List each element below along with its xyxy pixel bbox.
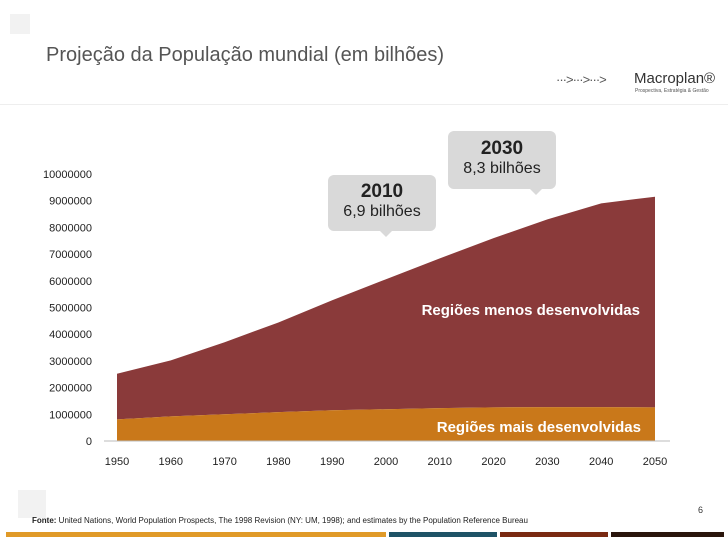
y-tick-label: 2000000 (49, 383, 92, 395)
footer-bar (6, 532, 386, 537)
macroplan-logo: ···>···>···> Macroplan® Prospectiva, Est… (556, 70, 716, 100)
x-tick-label: 2050 (643, 456, 667, 468)
y-tick-label: 0 (86, 436, 92, 448)
source-text: United Nations, World Population Prospec… (56, 516, 528, 525)
x-tick-label: 2010 (428, 456, 452, 468)
y-tick-label: 6000000 (49, 276, 92, 288)
x-tick-label: 2040 (589, 456, 613, 468)
series-label-less-developed: Regiões menos desenvolvidas (422, 302, 640, 319)
y-tick-label: 8000000 (49, 222, 92, 234)
y-tick-label: 3000000 (49, 356, 92, 368)
area-more-developed (117, 407, 655, 441)
y-tick-label: 9000000 (49, 196, 92, 208)
area-less-developed (117, 196, 655, 420)
logo-name: Macroplan® (634, 70, 716, 87)
logo-tagline: Prospectiva, Estratégia & Gestão (635, 88, 709, 94)
footer-bar (611, 532, 724, 537)
y-tick-label: 10000000 (43, 169, 92, 181)
source-label: Fonte: (32, 516, 57, 525)
page-title: Projeção da População mundial (em bilhõe… (46, 44, 445, 66)
footer-bar (500, 532, 608, 537)
y-tick-label: 7000000 (49, 249, 92, 261)
decor-square (18, 490, 46, 518)
y-tick-label: 1000000 (49, 409, 92, 421)
series-label-more-developed: Regiões mais desenvolvidas (437, 419, 641, 436)
callout-year: 2010 (360, 181, 404, 202)
page-number: 6 (698, 505, 704, 515)
x-tick-label: 1950 (105, 456, 129, 468)
x-tick-label: 2030 (535, 456, 559, 468)
decor-square (10, 14, 30, 34)
logo-arrows-icon: ···>···>···> (556, 72, 607, 87)
y-tick-label: 4000000 (49, 329, 92, 341)
x-tick-label: 1960 (159, 456, 183, 468)
source-note: Fonte: United Nations, World Population … (32, 516, 528, 525)
x-tick-label: 2000 (374, 456, 398, 468)
x-tick-label: 2020 (481, 456, 505, 468)
callout-year: 2030 (480, 138, 524, 159)
x-tick-label: 1970 (212, 456, 236, 468)
header-divider (0, 104, 728, 105)
callout-value: 6,9 bilhões (343, 203, 421, 220)
callout-value: 8,3 bilhões (463, 160, 541, 177)
y-tick-label: 5000000 (49, 303, 92, 315)
x-tick-label: 1990 (320, 456, 344, 468)
callout-2010: 2010 6,9 bilhões (328, 175, 436, 237)
footer-bar (389, 532, 497, 537)
callout-2030: 2030 8,3 bilhões (448, 131, 556, 195)
x-tick-label: 1980 (266, 456, 290, 468)
